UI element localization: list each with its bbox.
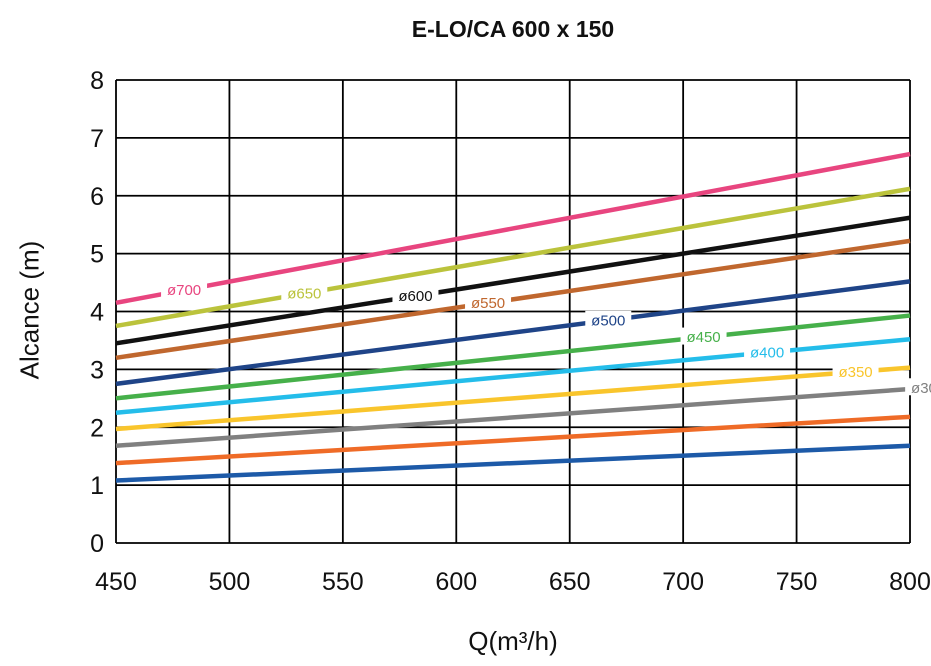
y-tick-label: 4 bbox=[90, 299, 104, 327]
series-label-1: ø650 bbox=[287, 285, 321, 302]
series-line-10 bbox=[115, 443, 911, 483]
y-tick-label: 1 bbox=[90, 472, 104, 500]
series-label-bg-7 bbox=[832, 362, 879, 380]
series-lines bbox=[115, 151, 911, 483]
y-tick-label: 3 bbox=[90, 356, 104, 384]
chart-title: E-LO/CA 600 x 150 bbox=[411, 16, 615, 42]
series-label-bg-1 bbox=[281, 283, 328, 301]
y-tick-label: 0 bbox=[90, 530, 104, 558]
grid-layer bbox=[115, 79, 911, 544]
series-label-bg-4 bbox=[585, 310, 632, 328]
x-tick-label: 450 bbox=[95, 568, 137, 596]
series-label-bg-6 bbox=[744, 343, 791, 361]
y-tick-label: 2 bbox=[90, 414, 104, 442]
series-line-3 bbox=[115, 238, 911, 361]
axis-ticks: 450 500 550 600 650 700 750 800 0 1 2 3 4 5 6 7 8 bbox=[90, 67, 931, 596]
series-label-4: ø500 bbox=[591, 312, 625, 329]
series-label-2: ø600 bbox=[398, 288, 432, 305]
y-tick-label: 7 bbox=[90, 125, 104, 153]
series-label-5: ø450 bbox=[686, 329, 720, 346]
x-axis-label: Q(m³/h) bbox=[468, 626, 558, 656]
series-label-7: ø350 bbox=[838, 364, 872, 381]
series-label-bg-5 bbox=[680, 327, 727, 345]
series-line-8 bbox=[115, 386, 911, 449]
series-line-4 bbox=[115, 279, 911, 387]
series-line-9 bbox=[115, 414, 911, 466]
series-line-0 bbox=[115, 151, 911, 306]
x-tick-label: 600 bbox=[435, 568, 477, 596]
x-tick-label: 800 bbox=[889, 568, 931, 596]
series-label-bg-8 bbox=[905, 378, 931, 396]
x-tick-label: 750 bbox=[776, 568, 818, 596]
x-tick-label: 500 bbox=[209, 568, 251, 596]
series-labels: ø700ø650ø600ø550ø500ø450ø400ø350ø300ø250… bbox=[161, 280, 931, 397]
series-line-1 bbox=[115, 186, 911, 329]
y-tick-label: 8 bbox=[90, 67, 104, 95]
series-line-2 bbox=[115, 215, 911, 346]
series-label-bg-3 bbox=[465, 293, 512, 311]
y-tick-label: 5 bbox=[90, 241, 104, 269]
y-axis-label: Alcance (m) bbox=[14, 240, 45, 380]
x-tick-label: 650 bbox=[549, 568, 591, 596]
x-tick-label: 700 bbox=[662, 568, 704, 596]
x-tick-label: 550 bbox=[322, 568, 364, 596]
series-label-bg-0 bbox=[161, 280, 208, 298]
series-label-3: ø550 bbox=[471, 295, 505, 312]
series-label-6: ø400 bbox=[750, 345, 784, 362]
series-label-0: ø700 bbox=[167, 282, 201, 299]
y-tick-label: 6 bbox=[90, 183, 104, 211]
series-label-8: ø300 bbox=[911, 380, 931, 397]
series-line-7 bbox=[115, 365, 911, 432]
series-label-bg-2 bbox=[392, 286, 439, 304]
series-line-5 bbox=[115, 313, 911, 401]
